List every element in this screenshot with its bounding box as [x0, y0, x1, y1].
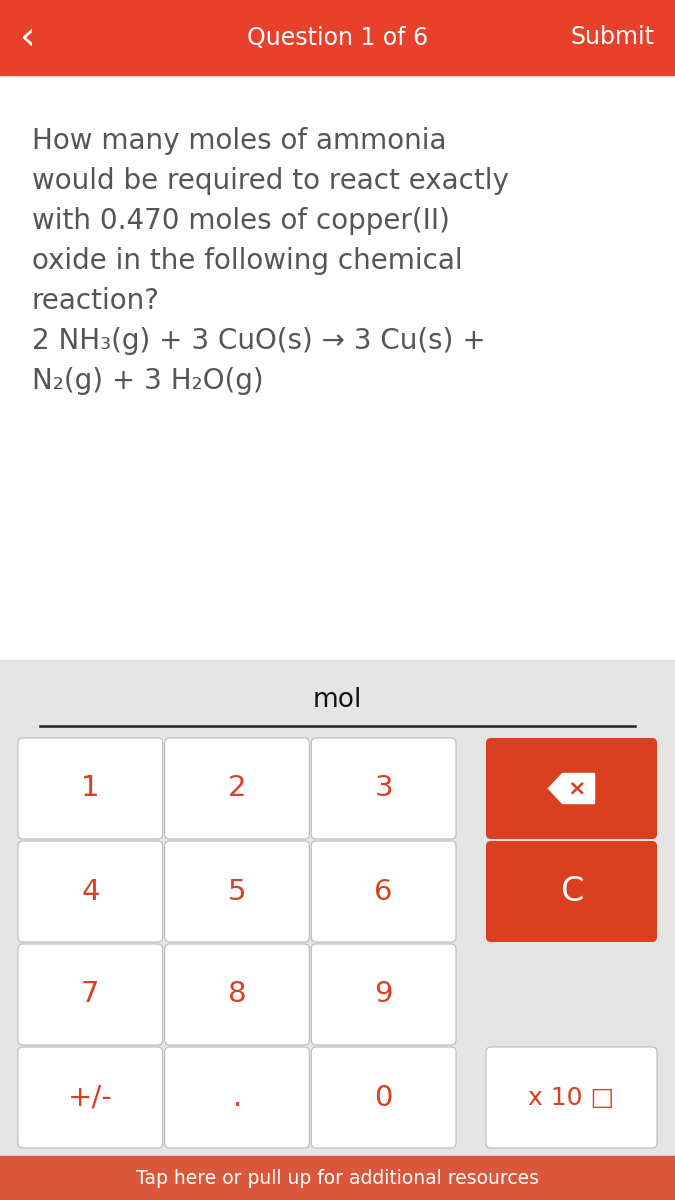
FancyBboxPatch shape [165, 1046, 309, 1148]
FancyBboxPatch shape [18, 738, 163, 839]
Text: N₂(g) + 3 H₂O(g): N₂(g) + 3 H₂O(g) [32, 367, 264, 395]
Text: mol: mol [313, 686, 362, 713]
Text: would be required to react exactly: would be required to react exactly [32, 167, 509, 194]
Text: C: C [560, 875, 583, 908]
Text: x 10 □: x 10 □ [529, 1086, 614, 1110]
Text: oxide in the following chemical: oxide in the following chemical [32, 247, 462, 275]
Text: 2: 2 [227, 774, 246, 803]
Text: 6: 6 [375, 877, 393, 906]
Text: 4: 4 [81, 877, 100, 906]
FancyBboxPatch shape [165, 738, 309, 839]
Text: Tap here or pull up for additional resources: Tap here or pull up for additional resou… [136, 1169, 539, 1188]
Polygon shape [549, 774, 595, 804]
FancyBboxPatch shape [311, 944, 456, 1045]
FancyBboxPatch shape [165, 841, 309, 942]
FancyBboxPatch shape [311, 738, 456, 839]
Text: with 0.470 moles of copper(II): with 0.470 moles of copper(II) [32, 206, 450, 235]
FancyBboxPatch shape [486, 841, 657, 942]
Text: 8: 8 [227, 980, 246, 1008]
FancyBboxPatch shape [165, 944, 309, 1045]
Bar [0, 1156, 675, 1200]
Bar [0, 0, 675, 74]
FancyBboxPatch shape [486, 738, 657, 839]
Text: ×: × [567, 779, 586, 798]
FancyBboxPatch shape [18, 944, 163, 1045]
Text: 9: 9 [375, 980, 393, 1008]
Bar [0, 660, 675, 1156]
Text: .: . [232, 1084, 242, 1111]
Text: 0: 0 [375, 1084, 393, 1111]
Text: Submit: Submit [571, 25, 655, 49]
Text: +/-: +/- [68, 1084, 113, 1111]
Text: 7: 7 [81, 980, 100, 1008]
Bar [0, 74, 675, 660]
Text: reaction?: reaction? [32, 287, 160, 314]
Text: 5: 5 [227, 877, 246, 906]
FancyBboxPatch shape [18, 841, 163, 942]
Text: Question 1 of 6: Question 1 of 6 [247, 25, 428, 49]
Text: How many moles of ammonia: How many moles of ammonia [32, 127, 446, 155]
Text: 1: 1 [81, 774, 100, 803]
Text: 3: 3 [375, 774, 393, 803]
FancyBboxPatch shape [18, 1046, 163, 1148]
FancyBboxPatch shape [311, 1046, 456, 1148]
Text: 2 NH₃(g) + 3 CuO(s) → 3 Cu(s) +: 2 NH₃(g) + 3 CuO(s) → 3 Cu(s) + [32, 326, 485, 355]
FancyBboxPatch shape [311, 841, 456, 942]
Text: ‹: ‹ [20, 18, 36, 56]
FancyBboxPatch shape [486, 1046, 657, 1148]
